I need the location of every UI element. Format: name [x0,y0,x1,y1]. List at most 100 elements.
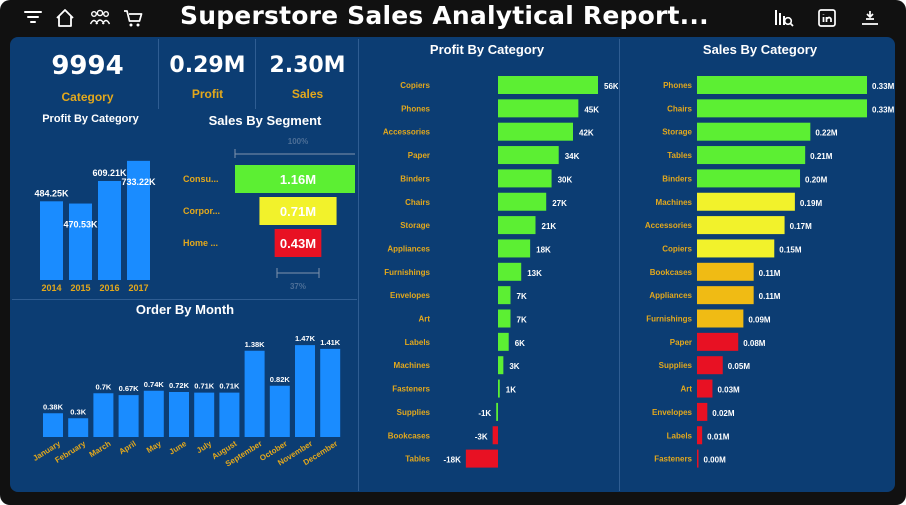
bar [697,379,713,398]
category-kpi-label: Category [61,90,114,104]
bar [143,390,164,437]
bar [43,413,63,437]
category-label: Appliances [387,244,430,253]
linkedin-icon[interactable] [816,7,838,29]
data-label: 42K [579,129,594,138]
cart-icon[interactable] [122,7,144,29]
tick-label: 2017 [128,283,148,293]
bar [320,348,341,437]
data-label: 733.22K [121,177,156,187]
data-label: 45K [584,105,599,114]
bar [118,395,139,437]
bar [244,350,265,437]
data-label: 0.72K [169,381,190,390]
tick-label: May [145,439,163,455]
category-label: Home ... [183,238,218,248]
data-label: 470.53K [63,220,98,230]
bar [697,309,744,328]
data-label: 0.67K [119,384,140,393]
home-icon[interactable] [54,7,76,29]
bar [498,332,509,351]
category-label: Furnishings [646,315,692,324]
dashboard-canvas: 9994 Category 0.29M Profit 2.30M Sales P… [10,37,895,492]
funnel-top-note: 100% [288,137,308,146]
sales-by-category-chart: Phones 0.33M Chairs 0.33M Storage 0.22M Tables… [645,76,895,468]
divider [358,39,359,491]
data-label: 0.03M [717,386,740,395]
order-by-month-title: Order By Month [135,302,235,317]
data-label: 0.15M [779,245,802,254]
data-label: 0.33M [872,82,895,91]
category-label: Paper [670,338,692,347]
data-label: 0.08M [743,339,766,348]
data-label: 34K [565,152,580,161]
bar [697,402,708,421]
data-label: 7K [517,316,527,325]
bar [697,192,795,211]
tick-label: June [167,439,188,457]
category-label: Binders [400,174,430,183]
bar [498,286,511,305]
category-label: Machines [656,198,693,207]
data-label: -1K [478,409,491,418]
data-label: 0.3K [70,407,86,416]
bar [697,286,754,305]
bar [697,239,775,258]
bar [69,203,92,280]
category-label: Copiers [662,244,692,253]
divider [619,39,620,491]
category-label: Tables [667,151,692,160]
bar [697,76,867,94]
data-label: 0.20M [805,175,828,184]
data-label: 609.21K [92,168,127,178]
data-label: -3K [475,432,488,441]
sales-by-category-title: Sales By Category [702,42,818,57]
category-label: Bookcases [650,268,693,277]
category-label: Labels [667,431,693,440]
bar [498,379,500,398]
data-label: 0.74K [144,380,165,389]
bar [697,426,703,445]
data-label: 0.21M [810,152,833,161]
category-label: Fasteners [392,385,430,394]
profit-by-year-title: Profit By Category [42,113,139,125]
category-label: Phones [663,81,692,90]
bar [269,385,290,437]
report-title: Superstore Sales Analytical Report... [180,1,709,30]
bar [98,181,121,280]
people-icon[interactable] [89,7,111,29]
category-label: Appliances [649,291,692,300]
bar [498,239,531,258]
bar [697,99,867,118]
sales-kpi-value: 2.30M [269,53,346,78]
bar [498,76,598,94]
data-label: 0.22M [815,129,838,138]
data-label: 56K [604,82,618,91]
profit-kpi-value: 0.29M [169,53,246,78]
bar [295,345,315,437]
search-report-icon[interactable] [773,7,795,29]
bar [697,169,801,188]
data-label: -18K [444,456,462,465]
profit-by-category-chart: Copiers 56K Phones 45K Accessories 42K Paper 34… [383,76,618,468]
data-label: 1K [506,386,516,395]
divider [255,39,256,109]
bar [194,392,215,437]
category-label: Machines [394,361,431,370]
category-label: Paper [408,151,430,160]
bar [498,169,552,188]
bar [498,309,511,328]
tick-label: April [117,439,137,456]
collapse-icon[interactable] [859,7,881,29]
data-label: 0.38K [43,402,64,411]
category-label: Chairs [667,104,692,113]
filter-icon[interactable] [22,7,44,29]
data-label: 0.11M [759,292,781,301]
funnel-bottom-note: 37% [290,282,306,291]
data-label: 30K [558,175,573,184]
category-label: Accessories [645,221,693,230]
bar [697,216,785,235]
category-label: Art [418,315,430,324]
data-label: 3K [509,362,519,371]
